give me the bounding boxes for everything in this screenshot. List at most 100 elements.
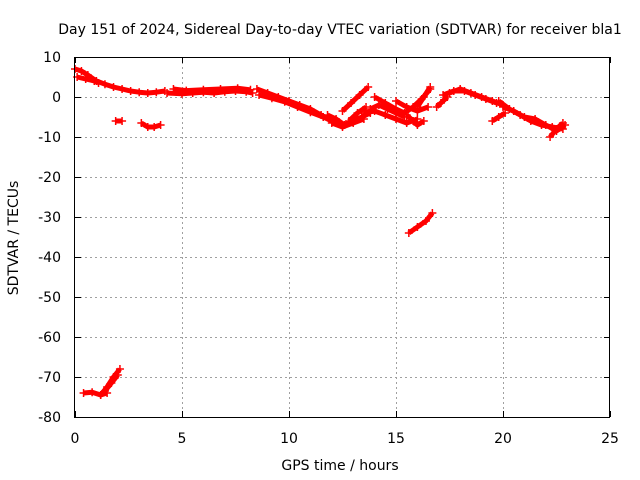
data-point [374,101,383,109]
y-axis-label: SDTVAR / TECUs [6,181,22,296]
data-point [100,387,109,395]
series-steep-30 [404,209,437,237]
y-tick-label: -70 [38,370,61,386]
series-early-descent-2 [73,73,103,87]
series-dip-13b [327,115,368,131]
data-point [359,109,368,117]
data-point [413,103,422,111]
series-pos-16 [413,83,435,111]
plot-frame [74,57,610,418]
data-point [115,365,124,373]
data-point [267,94,276,103]
data-point [199,85,208,94]
data-point [152,88,161,97]
series-descent-15 [402,111,428,129]
data-point [404,229,413,237]
series-line [394,98,429,114]
y-tick-label: -60 [38,330,61,346]
data-point [426,83,435,91]
data-point [509,107,518,115]
data-point [182,86,191,95]
series-line [340,85,370,113]
data-point [466,89,475,97]
data-point [477,93,486,101]
data-point [436,99,445,107]
data-point [156,121,165,129]
data-point [109,83,118,91]
data-point [113,371,122,379]
data-point [392,105,400,113]
series-bottom-rise-2 [100,371,122,395]
x-tick-label: 0 [71,431,80,447]
data-point [135,88,144,97]
data-point [558,119,567,127]
data-point [413,223,422,231]
data-point [252,85,261,93]
series-hump-2 [255,91,341,127]
data-point [494,97,503,105]
data-point [150,123,159,131]
data-point [94,79,103,87]
data-point [96,391,105,399]
data-point [233,84,242,93]
data-point [293,103,302,111]
data-point [90,77,99,85]
data-point [402,119,411,127]
x-tick-label: 10 [280,431,298,447]
x-tick-label: 25 [601,431,619,447]
data-point [362,103,371,111]
data-point [445,89,454,97]
data-point [107,379,116,387]
data-point [392,97,400,105]
data-point [332,115,341,123]
data-point [327,119,336,127]
data-point [246,85,255,94]
data-point [419,117,428,125]
x-tick-label: 5 [178,431,187,447]
data-point [392,115,400,123]
x-axis-label: GPS time / hours [281,458,398,474]
data-point [79,389,88,397]
series-line [330,116,365,130]
data-point [541,121,550,129]
data-point [216,85,225,93]
tick-layer: 0 5 10 15 20 25 10 0 -10 -20 -30 -40 -50 -60 -70 -80 [38,50,619,447]
data-point [421,217,430,225]
data-point [344,117,353,125]
data-point [143,89,152,97]
y-tick-label: -80 [38,410,61,426]
y-tick-label: -30 [38,210,61,226]
data-point [402,111,411,119]
y-tick-label: -40 [38,250,61,266]
chart-title: Day 151 of 2024, Sidereal Day-to-day VTE… [58,22,621,38]
data-point [501,109,510,117]
data-point [280,97,289,106]
series-line [407,211,435,236]
data-point [370,107,379,115]
series-line [76,74,100,86]
data-point [546,133,555,141]
data-point [402,103,411,111]
data-point [323,111,332,119]
data-point [432,103,441,111]
x-tick-label: 20 [494,431,512,447]
data-point [428,209,437,217]
data-point [531,115,540,123]
series-line [404,113,426,128]
data-point [100,80,109,89]
data-point [118,85,127,93]
series-end-drop [546,119,567,141]
data-point [169,85,178,93]
data-point [77,67,86,75]
data-point [81,75,90,83]
data-point [306,108,315,117]
data-point [338,107,347,115]
y-tick-label: -20 [38,170,61,186]
series-layer [71,65,570,399]
data-point [381,111,390,119]
data-point [137,119,146,127]
data-point [439,91,448,99]
series-blip-2 [111,117,127,125]
data-point [419,93,428,101]
